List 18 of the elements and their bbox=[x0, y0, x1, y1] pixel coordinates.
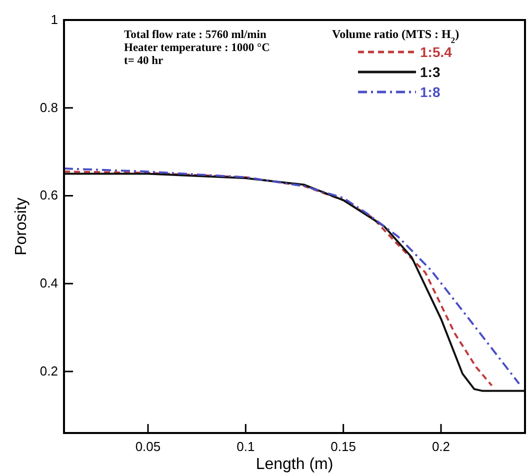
annotation: Heater temperature : 1000 °C bbox=[124, 42, 270, 54]
y-axis-title: Porosity bbox=[13, 198, 30, 256]
x-tick-label: 0.2 bbox=[432, 439, 450, 454]
y-tick-label: 0.2 bbox=[40, 363, 58, 378]
y-tick-label: 0.8 bbox=[40, 100, 58, 115]
y-tick-label: 0.6 bbox=[40, 188, 58, 203]
x-tick-label: 0.15 bbox=[330, 439, 356, 454]
legend-title: Volume ratio (MTS : H$_{2}$) bbox=[332, 27, 460, 44]
y-tick-label: 1 bbox=[50, 12, 58, 27]
annotation: t= 40 hr bbox=[124, 55, 164, 67]
legend-label: 1:8 bbox=[420, 84, 440, 100]
annotation: Total flow rate : 5760 ml/min bbox=[124, 29, 267, 41]
legend-label: 1:3 bbox=[420, 64, 440, 80]
legend-label: 1:5.4 bbox=[420, 44, 452, 60]
y-tick-label: 0.4 bbox=[40, 276, 58, 291]
x-tick-label: 0.1 bbox=[236, 439, 255, 454]
x-axis-title: Length (m) bbox=[256, 456, 334, 473]
x-tick-label: 0.05 bbox=[135, 439, 161, 454]
